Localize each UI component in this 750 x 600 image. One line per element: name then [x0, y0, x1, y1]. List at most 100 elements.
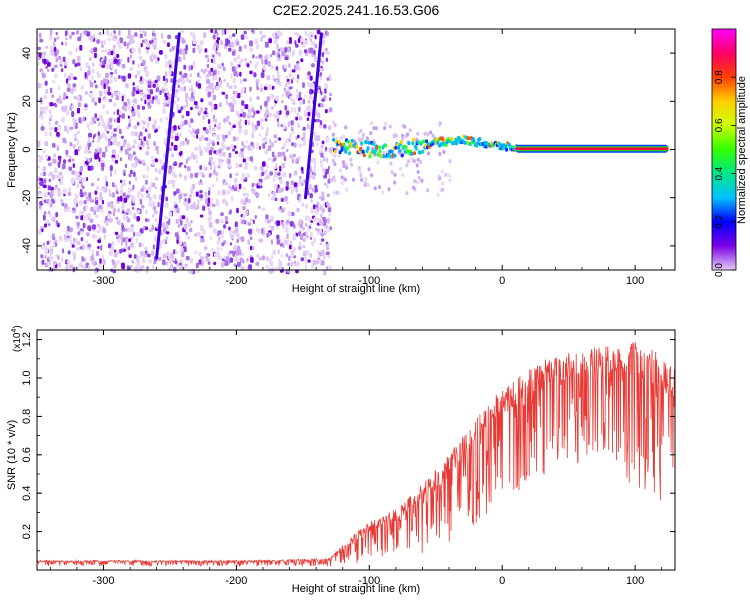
heatmap-cell	[189, 172, 193, 179]
heatmap-cell	[276, 234, 280, 240]
heatmap-cell	[171, 153, 175, 158]
heatmap-cell	[196, 233, 200, 238]
heatmap-cell	[84, 29, 87, 36]
heatmap-cell	[52, 260, 57, 265]
heatmap-cell	[412, 185, 416, 190]
heatmap-cell	[122, 142, 126, 148]
heatmap-cell	[62, 163, 66, 170]
heatmap-cell	[162, 253, 166, 259]
heatmap-cell	[215, 149, 219, 156]
heatmap-cell	[157, 169, 162, 174]
heatmap-cell	[225, 117, 229, 123]
heatmap-cell	[279, 47, 284, 52]
signal-band-core	[515, 147, 669, 151]
heatmap-cell	[93, 210, 97, 215]
heatmap-cell	[423, 131, 427, 136]
heatmap-cell	[223, 79, 226, 83]
heatmap-cell	[390, 149, 394, 154]
heatmap-cell	[41, 246, 45, 250]
heatmap-cell	[296, 112, 300, 117]
heatmap-cell	[193, 206, 197, 210]
heatmap-cell	[88, 93, 91, 98]
heatmap-cell	[415, 163, 419, 168]
heatmap-cell	[60, 68, 64, 73]
heatmap-cell	[246, 258, 249, 262]
x-tick-label: -100	[358, 575, 380, 587]
heatmap-cell	[339, 136, 343, 141]
heatmap-cell	[122, 214, 126, 221]
heatmap-cell	[37, 185, 41, 190]
heatmap-cell	[52, 233, 55, 239]
heatmap-cell	[91, 233, 96, 239]
heatmap-cell	[165, 251, 170, 256]
heatmap-cell	[111, 182, 115, 187]
heatmap-cell	[142, 120, 146, 125]
heatmap-cell	[116, 40, 121, 46]
heatmap-cell	[63, 159, 67, 164]
heatmap-cell	[225, 201, 228, 207]
heatmap-cell	[64, 105, 68, 111]
heatmap-cell	[305, 106, 310, 111]
heatmap-cell	[148, 259, 152, 264]
heatmap-cell	[44, 211, 47, 215]
heatmap-cell	[313, 217, 318, 222]
heatmap-cell	[195, 81, 198, 87]
heatmap-cell	[121, 263, 125, 270]
heatmap-cell	[224, 134, 228, 139]
heatmap-cell	[168, 169, 172, 175]
heatmap-cell	[63, 208, 68, 213]
heatmap-cell	[440, 181, 444, 186]
heatmap-cell	[440, 136, 444, 141]
heatmap-cell	[313, 131, 317, 138]
heatmap-cell	[195, 262, 199, 269]
heatmap-cell	[148, 116, 152, 122]
heatmap-cell	[183, 201, 186, 206]
heatmap-cell	[267, 61, 271, 67]
heatmap-cell	[159, 240, 163, 245]
heatmap-cell	[183, 54, 186, 61]
heatmap-cell	[262, 227, 265, 231]
heatmap-cell	[194, 250, 197, 255]
heatmap-cell	[78, 241, 81, 245]
heatmap-cell	[323, 95, 327, 99]
heatmap-cell	[296, 32, 300, 38]
heatmap-cell	[39, 101, 43, 105]
heatmap-cell	[290, 252, 294, 259]
heatmap-cell	[67, 225, 70, 232]
heatmap-cell	[111, 157, 116, 162]
heatmap-cell	[187, 221, 192, 227]
heatmap-cell	[304, 40, 309, 45]
heatmap-cell	[320, 152, 324, 158]
heatmap-cell	[215, 231, 218, 236]
heatmap-cell	[125, 83, 129, 89]
heatmap-cell	[214, 29, 218, 34]
heatmap-cell	[90, 182, 95, 187]
heatmap-cell	[64, 30, 68, 36]
heatmap-cell	[121, 202, 125, 208]
heatmap-cell	[60, 181, 64, 186]
heatmap-cell	[130, 131, 135, 137]
heatmap-cell	[272, 32, 276, 38]
heatmap-cell	[448, 159, 452, 164]
heatmap-cell	[200, 226, 204, 231]
heatmap-cell	[75, 30, 80, 35]
heatmap-cell	[164, 92, 168, 98]
heatmap-cell	[49, 126, 53, 131]
heatmap-cell	[241, 173, 246, 180]
heatmap-cell	[126, 98, 130, 103]
heatmap-cell	[191, 151, 194, 155]
heatmap-cell	[96, 229, 101, 234]
heatmap-cell	[113, 30, 116, 34]
heatmap-cell	[259, 108, 262, 113]
heatmap-cell	[350, 162, 354, 167]
heatmap-cell	[282, 162, 286, 169]
y-tick-label: 0	[21, 146, 33, 152]
heatmap-cell	[128, 251, 131, 255]
heatmap-cell	[96, 117, 100, 121]
heatmap-cell	[138, 50, 142, 55]
heatmap-cell	[219, 247, 222, 251]
heatmap-cell	[305, 234, 309, 239]
heatmap-cell	[284, 56, 289, 60]
heatmap-cell	[320, 103, 324, 108]
heatmap-cell	[105, 146, 108, 153]
